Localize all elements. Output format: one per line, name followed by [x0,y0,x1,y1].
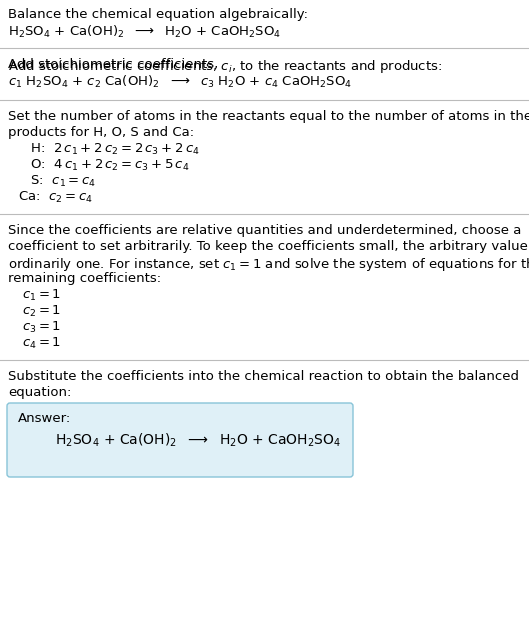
Text: Add stoichiometric coefficients,: Add stoichiometric coefficients, [8,58,223,71]
Text: coefficient to set arbitrarily. To keep the coefficients small, the arbitrary va: coefficient to set arbitrarily. To keep … [8,240,529,253]
Text: Ca:  $c_2 = c_4$: Ca: $c_2 = c_4$ [18,190,93,205]
Text: Balance the chemical equation algebraically:: Balance the chemical equation algebraica… [8,8,308,21]
Text: $c_4 = 1$: $c_4 = 1$ [22,336,61,351]
Text: $c_2 = 1$: $c_2 = 1$ [22,304,61,319]
Text: $c_1 = 1$: $c_1 = 1$ [22,288,61,303]
Text: O:  $4\,c_1 + 2\,c_2 = c_3 + 5\,c_4$: O: $4\,c_1 + 2\,c_2 = c_3 + 5\,c_4$ [22,158,189,173]
Text: H:  $2\,c_1 + 2\,c_2 = 2\,c_3 + 2\,c_4$: H: $2\,c_1 + 2\,c_2 = 2\,c_3 + 2\,c_4$ [22,142,199,157]
Text: S:  $c_1 = c_4$: S: $c_1 = c_4$ [22,174,96,189]
Text: $c_3 = 1$: $c_3 = 1$ [22,320,61,335]
Text: equation:: equation: [8,386,71,399]
Text: Substitute the coefficients into the chemical reaction to obtain the balanced: Substitute the coefficients into the che… [8,370,519,383]
Text: Add stoichiometric coefficients, $c_i$, to the reactants and products:: Add stoichiometric coefficients, $c_i$, … [8,58,442,75]
Text: $\mathregular{H_2SO_4}$ + Ca(OH)$_2$  $\longrightarrow$  $\mathregular{H_2O}$ + : $\mathregular{H_2SO_4}$ + Ca(OH)$_2$ $\l… [8,24,281,40]
Text: Answer:: Answer: [18,412,71,425]
FancyBboxPatch shape [7,403,353,477]
Text: Set the number of atoms in the reactants equal to the number of atoms in the: Set the number of atoms in the reactants… [8,110,529,123]
Text: Since the coefficients are relative quantities and underdetermined, choose a: Since the coefficients are relative quan… [8,224,522,237]
Text: ordinarily one. For instance, set $c_1 = 1$ and solve the system of equations fo: ordinarily one. For instance, set $c_1 =… [8,256,529,273]
Text: $c_1$ $\mathregular{H_2SO_4}$ + $c_2$ Ca(OH)$_2$  $\longrightarrow$  $c_3$ $\mat: $c_1$ $\mathregular{H_2SO_4}$ + $c_2$ Ca… [8,74,352,90]
Text: $\mathregular{H_2SO_4}$ + Ca(OH)$_2$  $\longrightarrow$  $\mathregular{H_2O}$ + : $\mathregular{H_2SO_4}$ + Ca(OH)$_2$ $\l… [55,432,341,450]
Text: remaining coefficients:: remaining coefficients: [8,272,161,285]
Text: products for H, O, S and Ca:: products for H, O, S and Ca: [8,126,194,139]
